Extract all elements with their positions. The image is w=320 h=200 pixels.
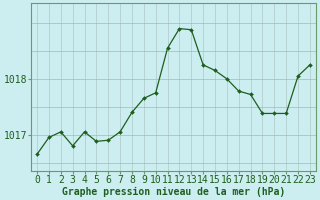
X-axis label: Graphe pression niveau de la mer (hPa): Graphe pression niveau de la mer (hPa): [62, 186, 285, 197]
